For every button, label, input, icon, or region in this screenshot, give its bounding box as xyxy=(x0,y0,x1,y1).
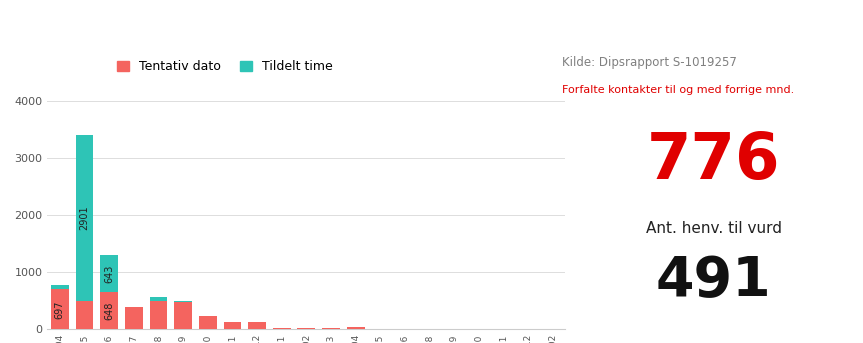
Bar xyxy=(224,322,242,329)
Text: 776: 776 xyxy=(647,130,781,191)
Bar xyxy=(149,301,167,329)
Bar xyxy=(149,297,167,301)
Bar xyxy=(249,322,266,329)
Text: Forfalte kontakter til og med forrige mnd.: Forfalte kontakter til og med forrige mn… xyxy=(562,85,794,95)
Bar xyxy=(322,328,340,329)
Text: 697: 697 xyxy=(54,300,65,319)
Bar xyxy=(125,307,142,329)
Bar xyxy=(51,289,69,329)
Text: 2901: 2901 xyxy=(79,205,90,230)
Text: Planlagte kontakter (tildelt/tentativ time): Planlagte kontakter (tildelt/tentativ ti… xyxy=(10,14,503,34)
Text: Kilde: Dipsrapport S-1019257: Kilde: Dipsrapport S-1019257 xyxy=(562,57,736,70)
Bar xyxy=(347,327,364,329)
Bar xyxy=(51,285,69,289)
Bar xyxy=(174,301,192,303)
Bar xyxy=(76,301,93,329)
Bar xyxy=(298,328,315,329)
Bar xyxy=(273,328,291,329)
Text: 491: 491 xyxy=(656,255,772,308)
Bar xyxy=(76,135,93,301)
Bar xyxy=(100,292,118,329)
Text: 643: 643 xyxy=(104,265,114,283)
Text: Ant. henv. til vurd: Ant. henv. til vurd xyxy=(646,221,782,236)
Bar xyxy=(198,316,217,329)
Bar xyxy=(174,303,192,329)
Legend: Tentativ dato, Tildelt time: Tentativ dato, Tildelt time xyxy=(111,55,338,79)
Bar xyxy=(100,256,118,292)
Text: 648: 648 xyxy=(104,301,114,320)
